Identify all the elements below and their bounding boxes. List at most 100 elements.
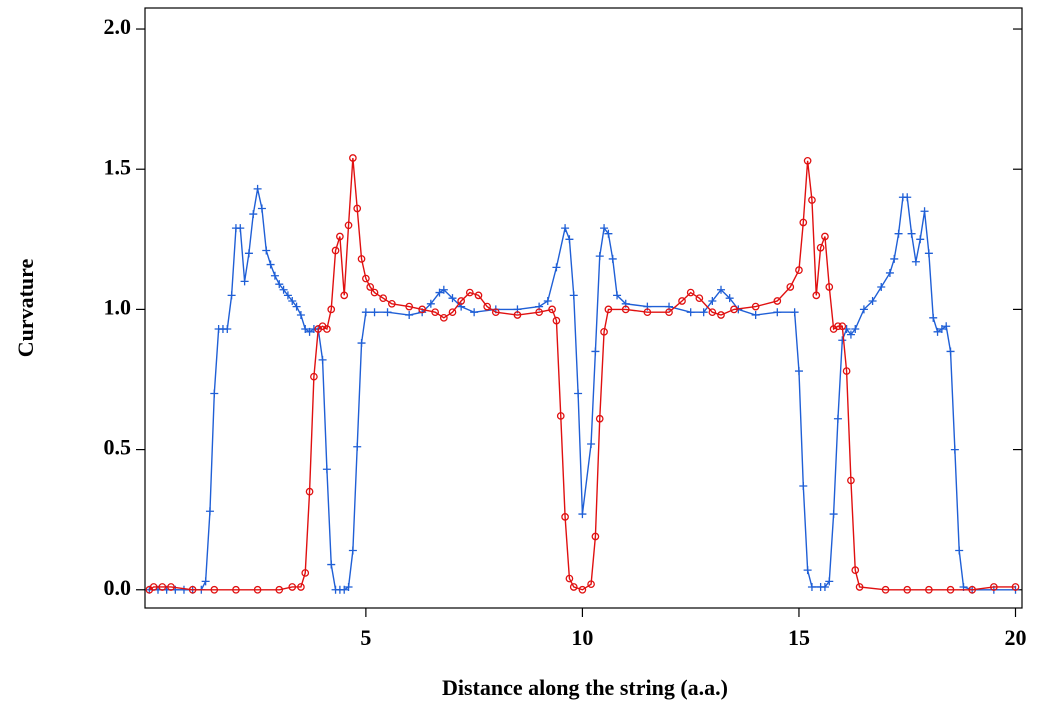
point-marker — [552, 316, 561, 325]
point-marker — [149, 583, 158, 591]
point-marker — [201, 577, 210, 586]
point-marker — [561, 224, 570, 233]
point-marker — [937, 325, 946, 334]
point-marker — [851, 566, 860, 574]
point-marker — [812, 291, 821, 300]
point-marker — [678, 297, 686, 305]
point-marker — [167, 583, 175, 591]
x-tick-label: 20 — [1005, 625, 1027, 650]
point-marker — [643, 308, 652, 317]
point-marker — [388, 299, 396, 308]
point-marker — [305, 327, 314, 336]
point-marker — [310, 372, 318, 381]
point-marker — [955, 546, 964, 555]
point-marker — [556, 412, 565, 420]
point-marker — [807, 582, 816, 591]
point-marker — [929, 313, 938, 322]
point-marker — [236, 224, 245, 233]
point-marker — [353, 442, 362, 451]
point-marker — [838, 336, 847, 345]
point-marker — [327, 305, 336, 314]
point-marker — [283, 291, 292, 300]
plot-frame — [144, 7, 1023, 609]
point-marker — [799, 482, 808, 491]
point-marker — [439, 285, 448, 294]
point-marker — [232, 585, 240, 594]
point-marker — [942, 322, 951, 331]
point-marker — [435, 288, 444, 297]
point-marker — [708, 308, 717, 317]
y-tick-label: 0.0 — [104, 575, 132, 600]
point-marker — [877, 282, 886, 291]
point-marker — [773, 308, 782, 317]
point-marker — [591, 347, 600, 356]
point-marker — [799, 218, 808, 227]
x-tick-label: 10 — [571, 625, 593, 650]
point-marker — [578, 510, 587, 519]
point-marker — [907, 229, 916, 238]
point-marker — [595, 252, 604, 261]
point-marker — [786, 283, 795, 291]
point-marker — [323, 325, 331, 333]
point-marker — [717, 285, 726, 294]
point-marker — [565, 235, 574, 244]
point-marker — [361, 308, 370, 317]
point-marker — [448, 294, 457, 303]
point-marker — [357, 339, 366, 348]
point-marker — [288, 583, 297, 591]
point-marker — [340, 291, 349, 300]
point-marker — [834, 322, 842, 331]
point-marker — [751, 302, 760, 311]
point-marker — [362, 274, 370, 283]
y-tick-label: 1.0 — [104, 294, 132, 319]
y-tick-label: 2.0 — [104, 14, 132, 39]
point-marker — [903, 585, 912, 594]
point-marker — [318, 355, 327, 364]
point-marker — [370, 288, 379, 297]
point-marker — [989, 583, 998, 591]
point-marker — [825, 577, 834, 586]
point-marker — [924, 249, 933, 258]
point-marker — [366, 283, 375, 291]
point-marker — [925, 585, 933, 594]
point-marker — [699, 308, 708, 317]
point-marker — [833, 414, 842, 423]
point-marker — [543, 296, 552, 305]
point-marker — [305, 487, 314, 496]
point-marker — [587, 580, 595, 589]
point-marker — [426, 299, 435, 308]
point-marker — [349, 154, 357, 162]
point-marker — [725, 294, 734, 303]
point-marker — [686, 288, 695, 297]
point-marker — [344, 221, 353, 230]
point-marker — [911, 257, 920, 266]
point-marker — [535, 308, 543, 317]
point-marker — [301, 325, 310, 334]
point-marker — [210, 585, 219, 594]
point-marker — [916, 235, 925, 244]
point-marker — [569, 291, 578, 300]
point-marker — [344, 582, 353, 591]
point-marker — [188, 585, 197, 594]
x-tick-label: 5 — [360, 625, 371, 650]
point-marker — [847, 476, 855, 485]
point-marker — [950, 445, 959, 454]
point-marker — [717, 311, 725, 319]
point-marker — [621, 305, 630, 314]
point-marker — [613, 291, 622, 300]
point-marker — [933, 327, 942, 336]
point-marker — [591, 532, 600, 541]
point-marker — [210, 389, 219, 398]
point-marker — [825, 283, 834, 291]
point-marker — [253, 585, 262, 594]
point-marker — [600, 327, 608, 336]
point-marker — [565, 574, 574, 583]
point-marker — [587, 439, 596, 448]
point-marker — [595, 414, 604, 423]
point-marker — [600, 224, 609, 233]
point-marker — [695, 294, 704, 303]
point-marker — [439, 313, 448, 322]
point-marker — [340, 585, 349, 594]
point-marker — [855, 583, 864, 591]
point-marker — [751, 311, 760, 320]
